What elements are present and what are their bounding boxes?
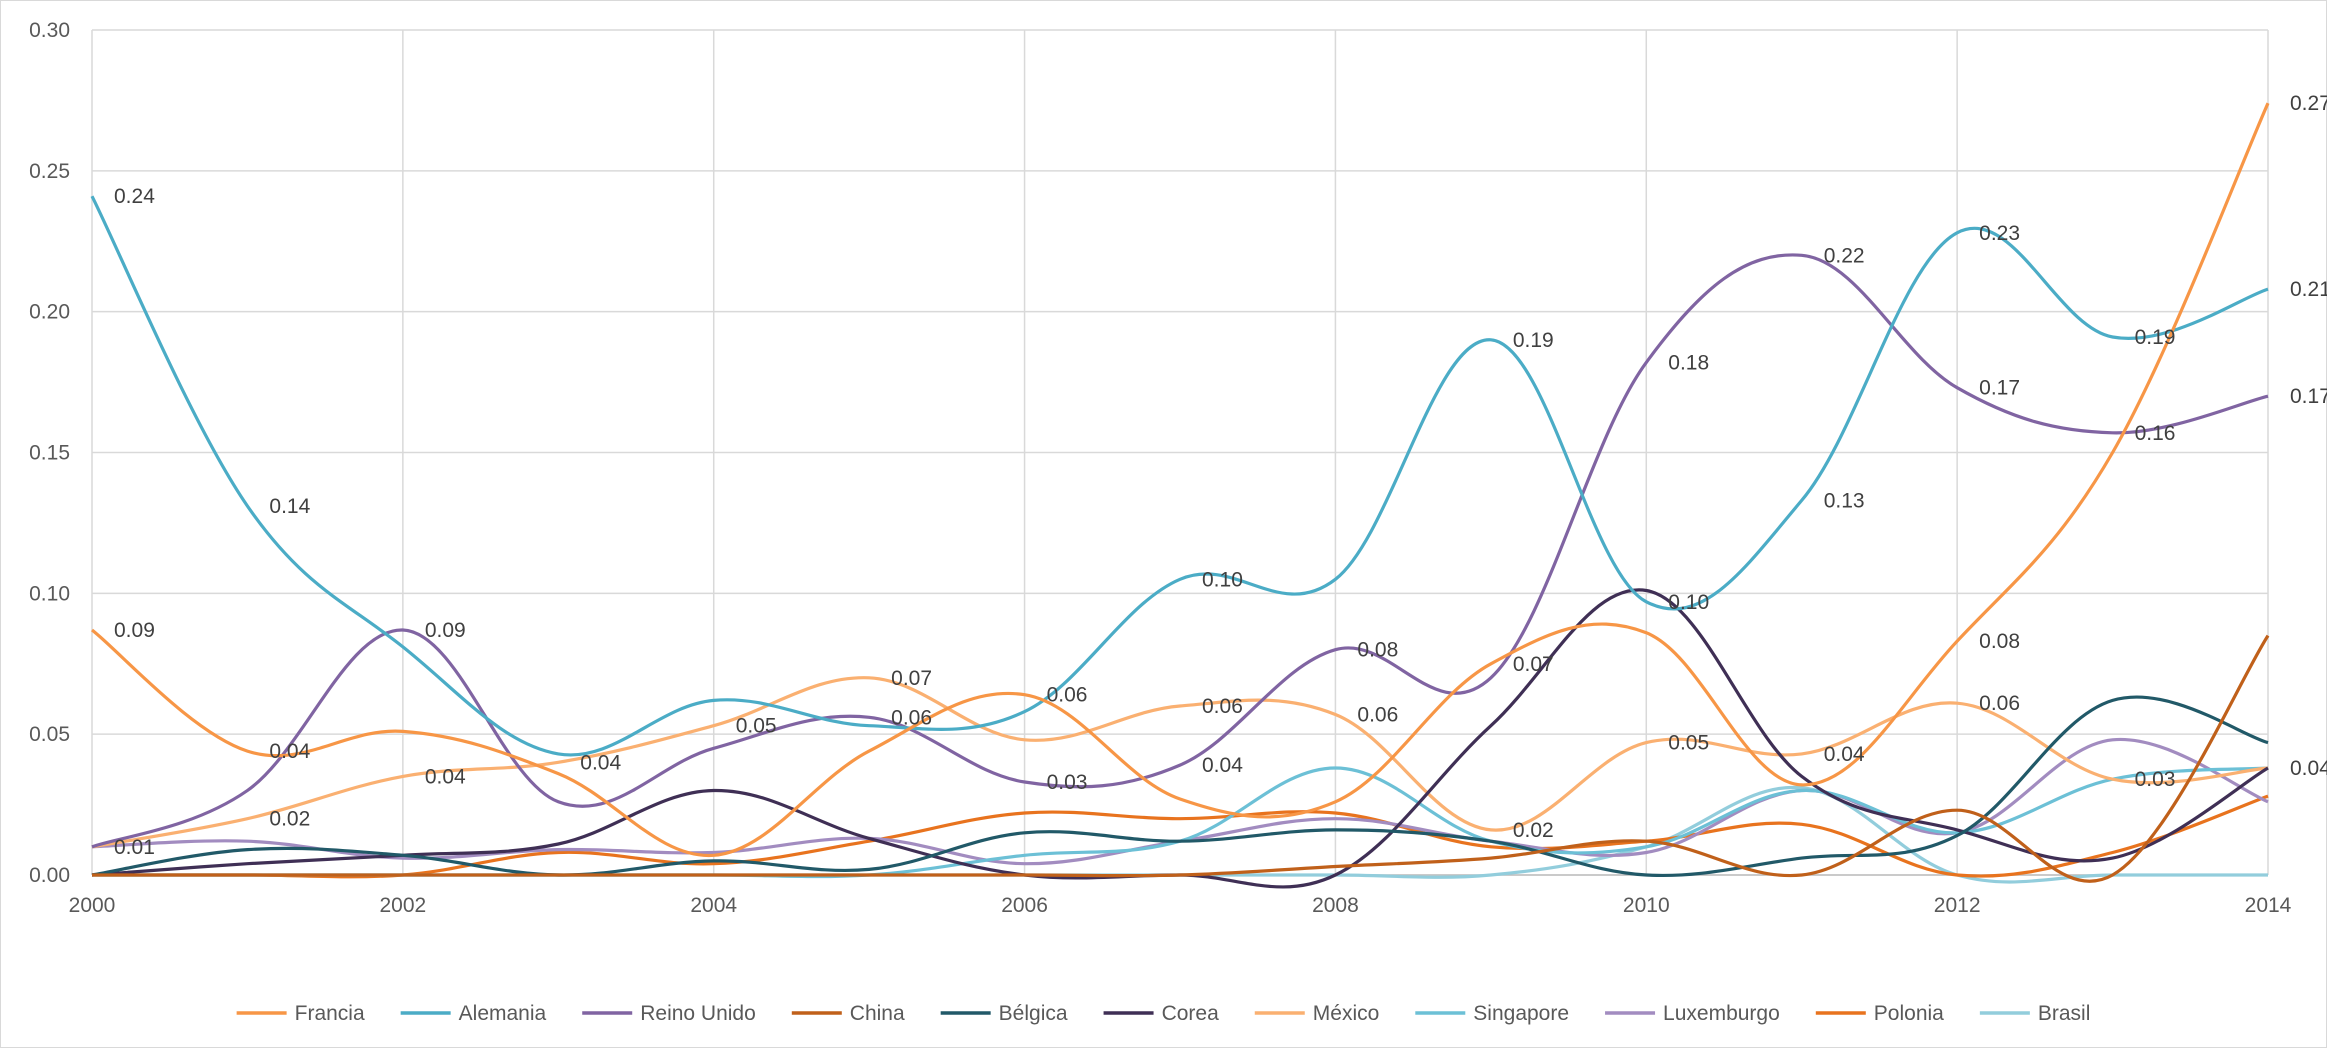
data-label: 0.02 xyxy=(1513,819,1554,842)
x-tick-label: 2002 xyxy=(379,894,426,917)
data-label: 0.08 xyxy=(1357,639,1398,662)
legend-item-reino-unido: Reino Unido xyxy=(582,1002,756,1025)
data-label: 0.05 xyxy=(736,715,777,738)
series-line-corea xyxy=(91,588,2269,889)
x-tick-label: 2010 xyxy=(1623,894,1670,917)
legend-item-china: China xyxy=(791,1002,905,1025)
legend-label: Reino Unido xyxy=(640,1002,756,1025)
series-line-mexico xyxy=(91,676,2269,849)
x-tick-label: 2004 xyxy=(690,894,737,917)
data-label: 0.07 xyxy=(1513,653,1554,676)
legend-label: China xyxy=(850,1002,905,1025)
data-label: 0.06 xyxy=(1047,684,1088,707)
data-label: 0.18 xyxy=(1668,351,1709,374)
y-tick-label: 0.20 xyxy=(29,301,70,324)
data-label: 0.17 xyxy=(1979,377,2020,400)
legend: Francia Alemania Reino Unido China Bélgica Co… xyxy=(236,1002,2091,1025)
series-line-belgica xyxy=(91,695,2269,878)
data-label: 0.01 xyxy=(114,836,155,859)
data-label: 0.05 xyxy=(1668,732,1709,755)
legend-label: Alemania xyxy=(459,1002,547,1025)
series-lines xyxy=(90,102,2270,889)
y-tick-label: 0.05 xyxy=(29,723,70,746)
data-label: 0.07 xyxy=(891,667,932,690)
data-label: 0.04 xyxy=(425,765,466,788)
data-labels: 0.24 0.09 0.01 0.14 0.04 0.02 0.09 0.04 0.04 0.05… xyxy=(114,92,2327,859)
legend-item-belgica: Bélgica xyxy=(940,1002,1068,1025)
data-label: 0.06 xyxy=(1357,703,1398,726)
data-label: 0.09 xyxy=(425,619,466,642)
series-line-luxemburgo xyxy=(91,737,2269,866)
legend-label: Bélgica xyxy=(999,1002,1068,1025)
x-axis-tick-labels: 2000 2002 2004 2006 2008 2010 2012 2014 xyxy=(69,894,2292,917)
data-label: 0.16 xyxy=(2135,422,2176,445)
series-line-polonia xyxy=(92,794,2269,879)
x-tick-label: 2008 xyxy=(1312,894,1359,917)
legend-label: Polonia xyxy=(1874,1002,1944,1025)
data-label: 0.19 xyxy=(2135,326,2176,349)
legend-label: Singapore xyxy=(1473,1002,1569,1025)
legend-label: Brasil xyxy=(2038,1002,2091,1025)
y-tick-label: 0.00 xyxy=(29,864,70,887)
data-label: 0.14 xyxy=(269,495,310,518)
data-label: 0.06 xyxy=(1202,695,1243,718)
x-tick-label: 2012 xyxy=(1934,894,1981,917)
x-tick-label: 2014 xyxy=(2245,894,2292,917)
legend-label: Luxemburgo xyxy=(1663,1002,1780,1025)
data-label: 0.21 xyxy=(2290,278,2327,301)
y-tick-label: 0.25 xyxy=(29,160,70,183)
data-label: 0.06 xyxy=(891,706,932,729)
data-label: 0.04 xyxy=(1824,743,1865,766)
legend-item-singapore: Singapore xyxy=(1415,1002,1569,1025)
series-line-alemania xyxy=(90,195,2269,757)
data-label: 0.04 xyxy=(2290,757,2327,780)
data-label: 0.03 xyxy=(2135,768,2176,791)
legend-item-francia: Francia xyxy=(236,1002,365,1025)
series-line-singapore xyxy=(92,766,2269,879)
x-tick-label: 2006 xyxy=(1001,894,1048,917)
legend-item-brasil: Brasil xyxy=(1979,1002,2091,1025)
data-label: 0.24 xyxy=(114,185,155,208)
legend-item-alemania: Alemania xyxy=(400,1002,547,1025)
data-label: 0.06 xyxy=(1979,692,2020,715)
y-tick-label: 0.15 xyxy=(29,442,70,465)
y-tick-label: 0.10 xyxy=(29,582,70,605)
legend-item-polonia: Polonia xyxy=(1815,1002,1944,1025)
data-label: 0.04 xyxy=(269,740,310,763)
data-label: 0.10 xyxy=(1668,591,1709,614)
y-axis-tick-labels: 0.00 0.05 0.10 0.15 0.20 0.25 0.30 xyxy=(29,19,70,887)
series-line-reino-unido xyxy=(91,253,2269,849)
data-label: 0.02 xyxy=(269,808,310,831)
x-tick-label: 2000 xyxy=(69,894,116,917)
data-label: 0.23 xyxy=(1979,222,2020,245)
data-label: 0.04 xyxy=(1202,754,1243,777)
legend-item-mexico: México xyxy=(1254,1002,1380,1025)
series-line-china xyxy=(92,634,2270,883)
legend-label: Francia xyxy=(295,1002,365,1025)
legend-item-luxemburgo: Luxemburgo xyxy=(1605,1002,1780,1025)
data-label: 0.04 xyxy=(580,751,621,774)
legend-label: México xyxy=(1313,1002,1380,1025)
data-label: 0.03 xyxy=(1047,771,1088,794)
data-label: 0.08 xyxy=(1979,630,2020,653)
data-label: 0.17 xyxy=(2290,385,2327,408)
data-label: 0.13 xyxy=(1824,489,1865,512)
series-line-francia xyxy=(91,102,2270,857)
y-tick-label: 0.30 xyxy=(29,19,70,42)
data-label: 0.10 xyxy=(1202,568,1243,591)
data-label: 0.19 xyxy=(1513,329,1554,352)
data-label: 0.27 xyxy=(2290,92,2327,115)
legend-label: Corea xyxy=(1162,1002,1220,1025)
legend-item-corea: Corea xyxy=(1103,1002,1220,1025)
data-label: 0.09 xyxy=(114,619,155,642)
grid-lines xyxy=(91,29,2269,876)
data-label: 0.22 xyxy=(1824,244,1865,267)
